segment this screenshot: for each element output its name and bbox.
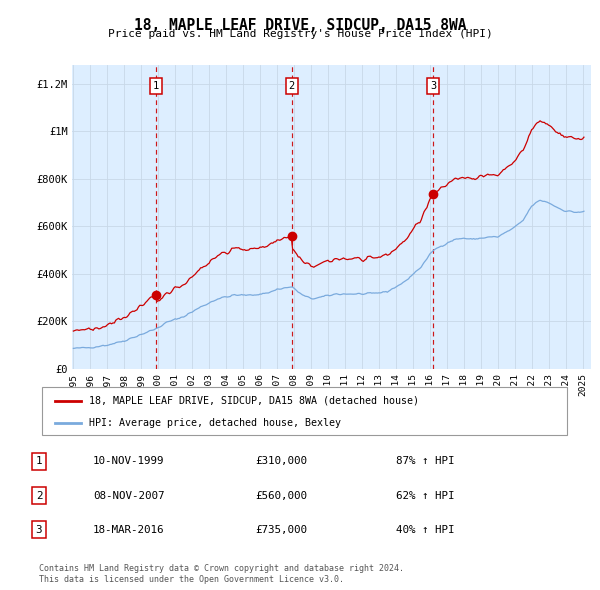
- Text: 40% ↑ HPI: 40% ↑ HPI: [396, 525, 455, 535]
- Text: 2: 2: [289, 81, 295, 91]
- Text: 08-NOV-2007: 08-NOV-2007: [93, 491, 164, 500]
- Text: HPI: Average price, detached house, Bexley: HPI: Average price, detached house, Bexl…: [89, 418, 341, 428]
- Text: 1: 1: [153, 81, 159, 91]
- Text: 18, MAPLE LEAF DRIVE, SIDCUP, DA15 8WA: 18, MAPLE LEAF DRIVE, SIDCUP, DA15 8WA: [134, 18, 466, 32]
- Text: Price paid vs. HM Land Registry's House Price Index (HPI): Price paid vs. HM Land Registry's House …: [107, 29, 493, 39]
- Text: 18, MAPLE LEAF DRIVE, SIDCUP, DA15 8WA (detached house): 18, MAPLE LEAF DRIVE, SIDCUP, DA15 8WA (…: [89, 395, 419, 405]
- Text: 62% ↑ HPI: 62% ↑ HPI: [396, 491, 455, 500]
- FancyBboxPatch shape: [42, 387, 567, 435]
- Text: 18-MAR-2016: 18-MAR-2016: [93, 525, 164, 535]
- Text: £735,000: £735,000: [255, 525, 307, 535]
- Text: 3: 3: [36, 525, 42, 535]
- Text: £310,000: £310,000: [255, 457, 307, 466]
- Text: This data is licensed under the Open Government Licence v3.0.: This data is licensed under the Open Gov…: [39, 575, 344, 584]
- Text: Contains HM Land Registry data © Crown copyright and database right 2024.: Contains HM Land Registry data © Crown c…: [39, 565, 404, 573]
- Text: 3: 3: [430, 81, 436, 91]
- Text: 2: 2: [36, 491, 42, 500]
- Text: £560,000: £560,000: [255, 491, 307, 500]
- Text: 87% ↑ HPI: 87% ↑ HPI: [396, 457, 455, 466]
- Text: 10-NOV-1999: 10-NOV-1999: [93, 457, 164, 466]
- Text: 1: 1: [36, 457, 42, 466]
